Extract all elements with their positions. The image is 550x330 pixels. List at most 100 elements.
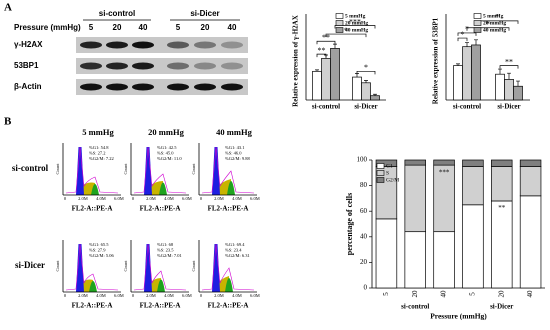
significance-bracket <box>325 33 367 38</box>
flow-stat: %G2/M: 9.88 <box>225 156 251 161</box>
lane-label: 20 <box>201 23 210 32</box>
panel-label: B <box>4 116 12 128</box>
flow-x-tick: 2.0M <box>78 293 88 298</box>
legend-swatch <box>473 20 482 26</box>
flow-y-label: Count <box>123 260 128 272</box>
legend-label: G2/M <box>386 177 399 183</box>
x-tick-label: si-Dicer <box>497 103 520 111</box>
flow-x-tick: 0 <box>64 293 67 298</box>
stacked-bar <box>491 200 513 289</box>
flow-x-tick: 6.0M <box>250 293 260 298</box>
significance-label: *** <box>439 168 450 176</box>
blot-band <box>106 62 128 70</box>
fit-curve <box>65 243 119 291</box>
legend-swatch <box>473 27 482 33</box>
flow-x-tick: 6.0M <box>114 196 124 201</box>
error-bar <box>465 42 469 47</box>
significance-bracket <box>457 32 477 36</box>
flow-stat: %G1: 68 <box>157 242 174 247</box>
flow-x-tick: 0 <box>200 196 203 201</box>
bar <box>330 48 340 101</box>
flow-x-tick: 6.0M <box>114 293 124 298</box>
flow-stat: %G2/M: 5.06 <box>89 253 115 258</box>
error-bar <box>498 68 502 75</box>
stacked-bar <box>375 159 398 167</box>
flow-x-tick: 0 <box>200 293 203 298</box>
fit-curve <box>65 146 119 194</box>
bar <box>370 95 380 101</box>
stacked-bar <box>375 218 398 289</box>
flow-x-tick: 2.0M <box>146 196 156 201</box>
blot-strip <box>76 37 248 53</box>
column-title: 20 mmHg <box>148 127 184 137</box>
x-tick-label: 20 <box>411 290 419 298</box>
flow-x-label: FL2-A::PE-A <box>208 302 249 310</box>
flow-stat: %G1: 54.8 <box>89 145 109 150</box>
significance-label: ** <box>318 46 326 55</box>
g1-peak <box>144 244 152 292</box>
lane-label: 40 <box>139 23 148 32</box>
flow-y-label: Count <box>191 260 196 272</box>
x-tick-label: 20 <box>497 290 505 298</box>
legend-label: S <box>386 170 389 176</box>
legend-label: 20 mmHg <box>483 20 506 26</box>
stacked-bar <box>491 159 513 167</box>
stacked-bar <box>404 159 426 166</box>
significance-label: * <box>461 30 465 39</box>
significance-bracket <box>499 65 519 69</box>
significance-bracket <box>334 25 376 29</box>
x-tick-label: 5 <box>469 292 477 296</box>
blot-band <box>80 83 102 91</box>
flow-y-label: Count <box>55 163 60 175</box>
significance-label: *** <box>349 17 361 26</box>
flow-stat: %G2/M: 11.0 <box>157 156 182 161</box>
legend-label: 5 mmHg <box>345 13 366 19</box>
error-bar <box>507 72 511 80</box>
significance-label: * <box>495 13 499 22</box>
significance-label: ** <box>322 33 330 42</box>
group-label: si-Dicer <box>490 303 513 311</box>
blot-band <box>106 41 128 49</box>
protein-label: γ-H2AX <box>14 40 43 49</box>
blot-band <box>167 83 189 91</box>
error-bar <box>333 43 337 49</box>
stacked-bar <box>462 166 484 206</box>
stacked-bar <box>433 231 455 289</box>
flow-stat: %G2/M: 7.22 <box>89 156 114 161</box>
g2-peak <box>225 278 233 292</box>
flow-stat: %S: 46.0 <box>225 151 242 156</box>
y-axis-label: Relative expression of γ-H2AX <box>292 15 300 107</box>
flow-y-label: Count <box>191 163 196 175</box>
flow-stat: %S: 23.5 <box>157 248 174 253</box>
blot-band <box>132 41 154 49</box>
stacked-bar <box>462 159 484 167</box>
x-tick-label: si-control <box>312 103 340 111</box>
blot-band <box>80 41 102 49</box>
x-tick-label: si-control <box>453 103 481 111</box>
flow-x-tick: 4.0M <box>164 293 174 298</box>
x-tick-label: 5 <box>382 292 390 296</box>
legend-label: 40 mmHg <box>345 27 368 33</box>
column-title: 5 mmHg <box>82 127 114 137</box>
error-bar <box>474 39 478 45</box>
error-bar <box>373 93 377 96</box>
fit-curve <box>201 243 255 291</box>
legend-label: 5 mmHg <box>483 13 504 19</box>
x-tick-label: 40 <box>440 290 448 298</box>
fit-curve <box>133 243 187 291</box>
fit-curve <box>133 146 187 194</box>
flow-stat: %G1: 65.5 <box>89 242 109 247</box>
lane-label: 5 <box>89 23 94 32</box>
flow-x-tick: 2.0M <box>78 196 88 201</box>
significance-bracket <box>316 53 327 58</box>
legend-swatch <box>473 13 482 19</box>
blot-band <box>132 83 154 91</box>
significance-label: * <box>364 63 368 72</box>
legend-swatch <box>376 177 385 183</box>
g2-peak <box>227 181 235 195</box>
significance-label: ** <box>505 57 513 66</box>
lane-label: 5 <box>176 23 181 32</box>
blot-band <box>167 62 189 70</box>
bar <box>471 44 481 101</box>
significance-label: * <box>344 26 348 35</box>
